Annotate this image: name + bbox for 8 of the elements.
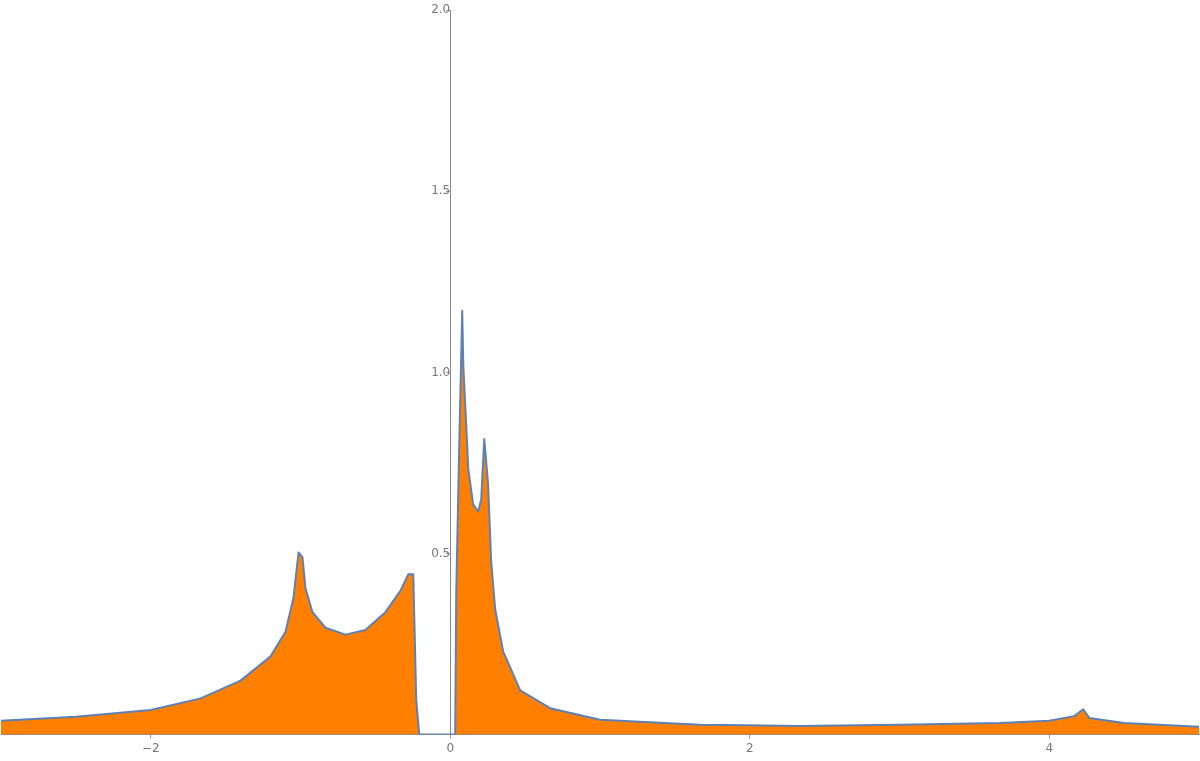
y-tick-label: 1.0 [431, 364, 451, 379]
y-tick-label: 2.0 [431, 2, 451, 17]
y-tick-label: 0.5 [431, 545, 451, 560]
x-tick-label: 0 [446, 740, 455, 755]
x-tick-label: 2 [745, 740, 754, 755]
y-tick-label: 1.5 [431, 183, 451, 198]
x-tick-label: −2 [141, 740, 160, 755]
x-tick-label: 4 [1045, 740, 1054, 755]
